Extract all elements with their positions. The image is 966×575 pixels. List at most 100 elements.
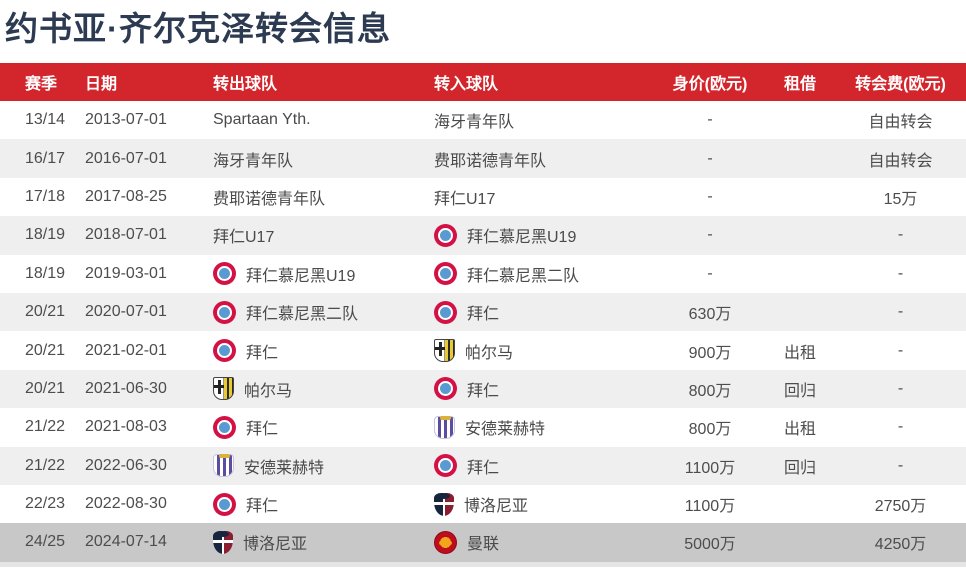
bayern-munich-crest-icon bbox=[434, 262, 457, 286]
column-header-season: 赛季 bbox=[0, 63, 85, 101]
season-cell: 20/21 bbox=[25, 379, 66, 397]
loan-status-cell: 回归 bbox=[783, 382, 816, 400]
to-team-cell: 拜仁 bbox=[434, 293, 655, 331]
date-cell: 2020-07-01 bbox=[85, 303, 167, 321]
date-cell: 2022-08-30 bbox=[85, 495, 167, 513]
table-body: 13/14 2013-07-01 Spartaan Yth. 海牙青年队 - 自由转会 16… bbox=[0, 101, 966, 562]
from-team-cell: 拜仁慕尼黑U19 bbox=[213, 255, 434, 293]
loan-status-cell: 出租 bbox=[783, 421, 816, 439]
season-cell: 16/17 bbox=[25, 149, 66, 167]
table-row: 17/18 2017-08-25 费耶诺德青年队 拜仁U17 - 15万 bbox=[0, 178, 966, 216]
column-header-date: 日期 bbox=[85, 63, 213, 101]
transfer-table: 赛季 日期 转出球队 转入球队 身价(欧元) 租借 转会费(欧元) 13/14 2… bbox=[0, 63, 966, 562]
from-team-cell: 拜仁U17 bbox=[213, 216, 434, 254]
transfer-fee-cell: 2750万 bbox=[874, 498, 927, 516]
from-team-cell: 拜仁 bbox=[213, 331, 434, 369]
table-row: 16/17 2016-07-01 海牙青年队 费耶诺德青年队 - 自由转会 bbox=[0, 139, 966, 178]
bayern-munich-crest-icon bbox=[213, 300, 236, 324]
transfer-fee-cell: - bbox=[897, 264, 904, 282]
transfer-fee-cell: - bbox=[897, 341, 904, 359]
season-cell: 20/21 bbox=[25, 341, 66, 359]
transfer-fee-cell: - bbox=[897, 379, 904, 397]
to-team-cell: 帕尔马 bbox=[434, 331, 655, 369]
to-team-cell: 曼联 bbox=[434, 523, 655, 561]
team-name: 拜仁U17 bbox=[213, 229, 275, 247]
team-name: 拜仁 bbox=[467, 459, 500, 477]
loan-status-cell bbox=[765, 293, 835, 331]
team-name: 博洛尼亚 bbox=[464, 498, 529, 516]
to-team-cell: 拜仁U17 bbox=[434, 178, 655, 216]
loan-status-cell bbox=[765, 216, 835, 254]
from-team-cell: 博洛尼亚 bbox=[213, 523, 434, 561]
team-name: 拜仁慕尼黑U19 bbox=[467, 229, 577, 247]
bayern-munich-crest-icon bbox=[213, 262, 236, 286]
column-header-to-team: 转入球队 bbox=[434, 63, 655, 101]
team-name: 帕尔马 bbox=[465, 344, 514, 362]
transfer-fee-cell: - bbox=[897, 456, 904, 474]
season-cell: 22/23 bbox=[25, 495, 66, 513]
column-header-fee: 转会费(欧元) bbox=[835, 63, 966, 101]
anderlecht-crest-icon bbox=[213, 454, 234, 478]
season-cell: 18/19 bbox=[25, 226, 66, 244]
from-team-cell: 拜仁 bbox=[213, 408, 434, 446]
season-cell: 20/21 bbox=[25, 303, 66, 321]
team-name: 拜仁U17 bbox=[434, 190, 496, 208]
bologna-crest-icon bbox=[434, 492, 454, 516]
transfer-fee-cell: 自由转会 bbox=[868, 152, 933, 170]
table-row: 20/21 2020-07-01 拜仁慕尼黑二队 拜仁 630万 - bbox=[0, 292, 966, 332]
table-row: 24/25 2024-07-14 博洛尼亚 曼联 5000万 4250万 bbox=[0, 523, 966, 562]
transfer-fee-cell: 4250万 bbox=[874, 536, 927, 554]
date-cell: 2021-06-30 bbox=[85, 379, 167, 397]
team-name: 安德莱赫特 bbox=[244, 459, 325, 477]
team-name: 费耶诺德青年队 bbox=[213, 190, 326, 208]
season-cell: 18/19 bbox=[25, 264, 66, 282]
table-row: 21/22 2021-08-03 拜仁 安德莱赫特 800万 出租 - bbox=[0, 408, 966, 446]
market-value-cell: - bbox=[707, 226, 713, 244]
from-team-cell: 海牙青年队 bbox=[213, 139, 434, 177]
loan-status-cell bbox=[765, 255, 835, 293]
table-row: 20/21 2021-02-01 拜仁 帕尔马 900万 出租 - bbox=[0, 331, 966, 369]
loan-status-cell bbox=[765, 523, 835, 561]
team-name: 曼联 bbox=[467, 536, 500, 554]
loan-status-cell bbox=[765, 101, 835, 139]
to-team-cell: 拜仁慕尼黑二队 bbox=[434, 255, 655, 293]
team-name: 拜仁 bbox=[246, 421, 279, 439]
to-team-cell: 博洛尼亚 bbox=[434, 485, 655, 523]
team-name: 费耶诺德青年队 bbox=[434, 152, 547, 170]
parma-crest-icon bbox=[434, 339, 455, 363]
bayern-munich-crest-icon bbox=[213, 339, 236, 363]
from-team-cell: 拜仁 bbox=[213, 485, 434, 523]
date-cell: 2016-07-01 bbox=[85, 149, 167, 167]
market-value-cell: 800万 bbox=[688, 382, 732, 400]
table-row: 20/21 2021-06-30 帕尔马 拜仁 800万 回归 - bbox=[0, 369, 966, 409]
table-row: 22/23 2022-08-30 拜仁 博洛尼亚 1100万 2750万 bbox=[0, 485, 966, 523]
market-value-cell: 900万 bbox=[688, 344, 732, 362]
team-name: 拜仁慕尼黑二队 bbox=[467, 267, 580, 285]
date-cell: 2018-07-01 bbox=[85, 226, 167, 244]
team-name: 拜仁 bbox=[467, 382, 500, 400]
market-value-cell: - bbox=[707, 264, 713, 282]
from-team-cell: 拜仁慕尼黑二队 bbox=[213, 293, 434, 331]
bayern-munich-crest-icon bbox=[434, 454, 457, 478]
table-row: 13/14 2013-07-01 Spartaan Yth. 海牙青年队 - 自由转会 bbox=[0, 101, 966, 139]
to-team-cell: 安德莱赫特 bbox=[434, 408, 655, 446]
market-value-cell: 5000万 bbox=[684, 536, 736, 554]
from-team-cell: 费耶诺德青年队 bbox=[213, 178, 434, 216]
transfer-fee-cell: 自由转会 bbox=[868, 114, 933, 132]
market-value-cell: 800万 bbox=[688, 421, 732, 439]
market-value-cell: - bbox=[707, 111, 713, 129]
table-header-row: 赛季 日期 转出球队 转入球队 身价(欧元) 租借 转会费(欧元) bbox=[0, 63, 966, 101]
date-cell: 2017-08-25 bbox=[85, 187, 167, 205]
to-team-cell: 海牙青年队 bbox=[434, 101, 655, 139]
market-value-cell: 1100万 bbox=[684, 498, 736, 516]
team-name: 拜仁慕尼黑U19 bbox=[246, 267, 356, 285]
bologna-crest-icon bbox=[213, 530, 233, 554]
transfer-fee-cell: - bbox=[897, 303, 904, 321]
table-bottom-edge bbox=[0, 561, 966, 567]
loan-status-cell bbox=[765, 139, 835, 177]
column-header-from-team: 转出球队 bbox=[213, 63, 434, 101]
date-cell: 2022-06-30 bbox=[85, 456, 167, 474]
date-cell: 2024-07-14 bbox=[85, 533, 167, 551]
to-team-cell: 拜仁 bbox=[434, 447, 655, 485]
season-cell: 17/18 bbox=[25, 187, 66, 205]
